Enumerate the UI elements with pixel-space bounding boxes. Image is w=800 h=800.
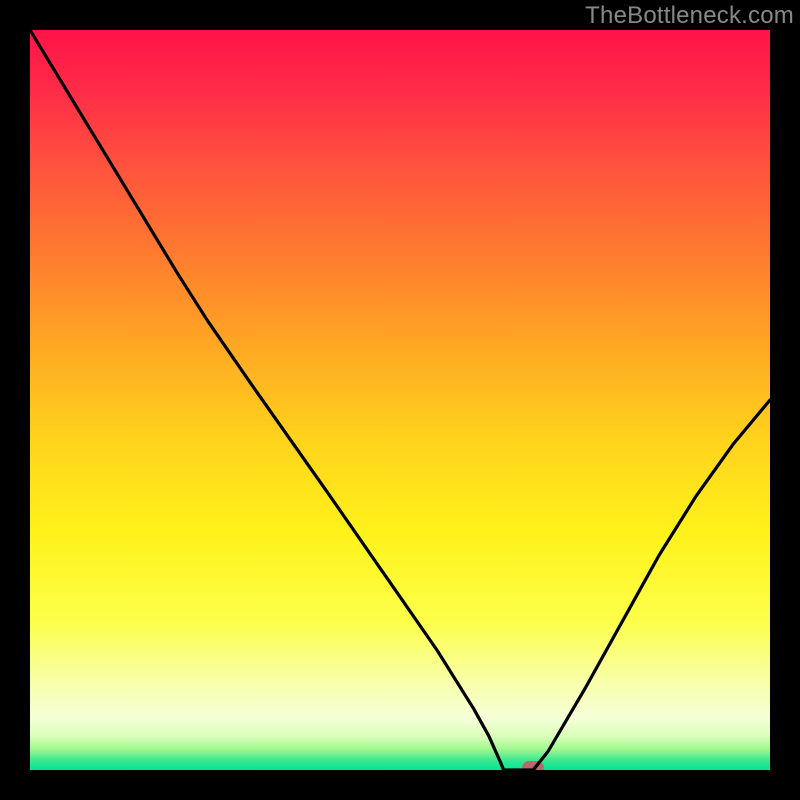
watermark-text: TheBottleneck.com xyxy=(585,2,794,30)
bottleneck-curve xyxy=(30,30,770,770)
plot-area xyxy=(30,30,770,770)
chart-frame: TheBottleneck.com xyxy=(0,0,800,800)
